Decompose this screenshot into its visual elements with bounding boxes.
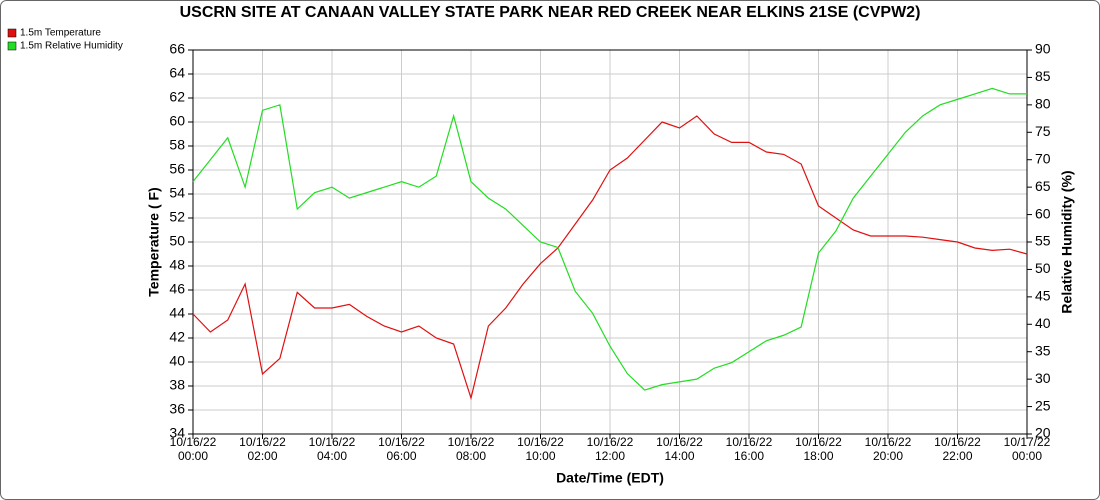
y-tick-label: 60 [169,113,185,129]
y-tick-label: 54 [169,185,185,201]
x-tick-label: 10/16/22 16:00 [725,435,773,463]
y2-tick-label: 30 [1035,370,1051,386]
chart-title: USCRN SITE AT CANAAN VALLEY STATE PARK N… [180,4,921,21]
y2-tick-label: 65 [1035,178,1051,194]
y-axis-label: Temperature ( F) [146,187,162,296]
y-tick-label: 48 [169,257,185,273]
y-tick-label: 42 [169,329,185,345]
y2-axis-label: Relative Humidity (%) [1059,170,1075,313]
x-tick-label: 10/16/22 08:00 [447,435,495,463]
x-tick-label: 10/16/22 12:00 [586,435,634,463]
y-tick-label: 56 [169,161,185,177]
x-tick-label: 10/16/22 04:00 [308,435,356,463]
x-tick-label: 10/16/22 14:00 [656,435,703,463]
y-tick-label: 62 [169,89,185,105]
x-tick-label: 10/16/22 00:00 [169,435,217,463]
y2-tick-label: 70 [1035,150,1051,166]
y-tick-label: 66 [169,41,185,57]
y2-tick-label: 40 [1035,315,1051,331]
y2-tick-label: 25 [1035,397,1051,413]
legend-label: 1.5m Relative Humidity [20,41,123,52]
y2-tick-label: 75 [1035,123,1051,139]
y2-tick-label: 55 [1035,233,1051,249]
y2-tick-label: 60 [1035,205,1051,221]
y-tick-label: 58 [169,137,185,153]
y-tick-label: 64 [169,65,185,81]
y-tick-label: 46 [169,281,185,297]
y-tick-label: 52 [169,209,185,225]
y2-tick-label: 80 [1035,96,1051,112]
y2-tick-label: 45 [1035,288,1051,304]
y-tick-label: 50 [169,233,185,249]
y-tick-label: 38 [169,377,185,393]
x-tick-label: 10/16/22 20:00 [864,435,912,463]
x-tick-label: 10/16/22 22:00 [934,435,981,463]
y-tick-label: 44 [169,305,185,321]
y-tick-label: 40 [169,353,185,369]
y2-tick-label: 50 [1035,260,1051,276]
y2-tick-label: 85 [1035,68,1051,84]
legend-swatch [7,41,17,51]
plot-border [192,49,1028,435]
x-tick-label: 10/16/22 06:00 [378,435,425,463]
x-tick-label: 10/16/22 18:00 [795,435,842,463]
y-tick-label: 36 [169,401,185,417]
y2-tick-label: 20 [1035,425,1051,441]
x-tick-label: 10/16/22 10:00 [517,435,564,463]
legend-swatch [7,28,17,38]
x-tick-label: 10/16/22 02:00 [239,435,286,463]
x-tick-label: 10/17/22 00:00 [1003,435,1051,463]
y2-tick-label: 35 [1035,342,1051,358]
series-line [192,87,1027,391]
series-line [192,115,1028,401]
legend-label: 1.5m Temperature [20,28,101,39]
y-tick-label: 34 [169,425,185,441]
y2-tick-label: 90 [1035,41,1051,57]
x-axis-label: Date/Time (EDT) [556,470,664,486]
